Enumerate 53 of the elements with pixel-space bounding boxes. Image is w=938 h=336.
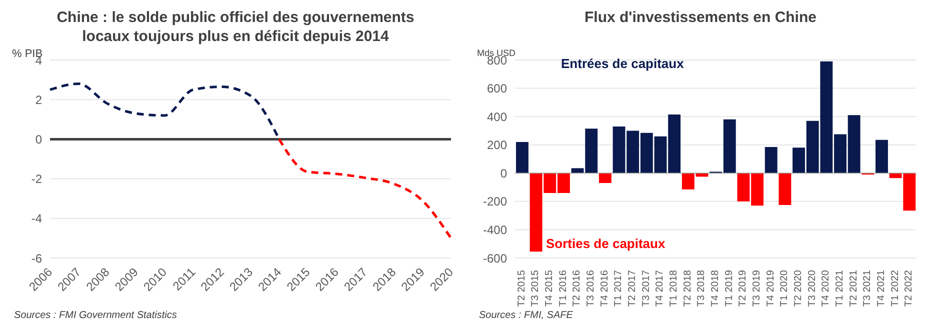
x-tick-label: T2 2016 <box>572 270 583 307</box>
line-series <box>278 138 452 240</box>
x-tick-label: T2 2019 <box>738 270 749 307</box>
y-tick-label: -200 <box>482 194 508 209</box>
x-tick-label: T1 2018 <box>668 270 680 307</box>
y-tick-label: -4 <box>31 212 42 226</box>
bar <box>598 173 612 184</box>
source-note: Sources : FMI Government Statistics <box>13 310 178 321</box>
x-tick-label: T2 2022 <box>904 270 915 307</box>
x-tick-label: T1 2020 <box>779 270 790 307</box>
y-tick-label: 2 <box>35 92 42 107</box>
x-tick-label: T4 2021 <box>876 270 887 307</box>
x-tick-label: T1 2016 <box>558 270 569 307</box>
x-tick-label: T4 2016 <box>599 270 610 307</box>
x-tick-label: T3 2015 <box>530 270 542 307</box>
x-tick-label: T4 2018 <box>710 270 721 307</box>
x-tick-label: T3 2017 <box>640 270 652 307</box>
x-tick-label: T4 2019 <box>765 270 776 307</box>
y-tick-label: -400 <box>482 222 508 237</box>
bar <box>778 173 792 205</box>
x-tick-label: T2 2021 <box>848 270 860 307</box>
y-tick-label: 0 <box>500 166 508 180</box>
annotation: Entrées de capitaux <box>561 56 684 71</box>
x-tick-label: T1 2021 <box>834 270 846 307</box>
x-tick-label: T2 2020 <box>792 270 804 307</box>
x-tick-label: T3 2020 <box>806 270 818 307</box>
x-tick-label: T4 2020 <box>820 270 832 307</box>
y-tick-label: -600 <box>482 251 508 266</box>
y-tick-label: 400 <box>486 110 508 124</box>
source-note: Sources : FMI, SAFE <box>478 310 574 321</box>
y-tick-label: 600 <box>486 82 508 96</box>
y-tick-label: -2 <box>31 172 42 186</box>
bar <box>516 142 528 174</box>
annotation: Sorties de capitaux <box>546 236 666 251</box>
x-tick-label: T4 2017 <box>654 270 666 307</box>
x-tick-label: T1 2019 <box>724 270 735 307</box>
bar <box>876 140 888 174</box>
y-tick-label: -6 <box>31 251 42 266</box>
x-tick-label: T3 2021 <box>862 270 874 307</box>
chart-title: Chine : le solde public officiel des gouvernements locaux toujours plus en déficit depuis 2014 <box>56 8 416 47</box>
x-tick-label: T3 2019 <box>751 270 762 307</box>
x-tick-label: T2 2015 <box>516 270 528 307</box>
x-tick-label: T3 2018 <box>696 270 708 307</box>
y-tick-label: 0 <box>35 132 42 146</box>
x-tick-label: T3 2016 <box>586 270 597 307</box>
x-tick-label: T4 2015 <box>544 270 556 307</box>
bar <box>764 146 778 174</box>
x-tick-label: T2 2018 <box>682 270 694 307</box>
chart-title: Flux d'investissements en Chine <box>584 8 818 28</box>
x-tick-label: T2 2017 <box>627 270 638 307</box>
x-tick-label: T1 2017 <box>613 270 624 307</box>
y-tick-label: 200 <box>486 138 508 152</box>
x-tick-label: T1 2022 <box>890 270 901 307</box>
